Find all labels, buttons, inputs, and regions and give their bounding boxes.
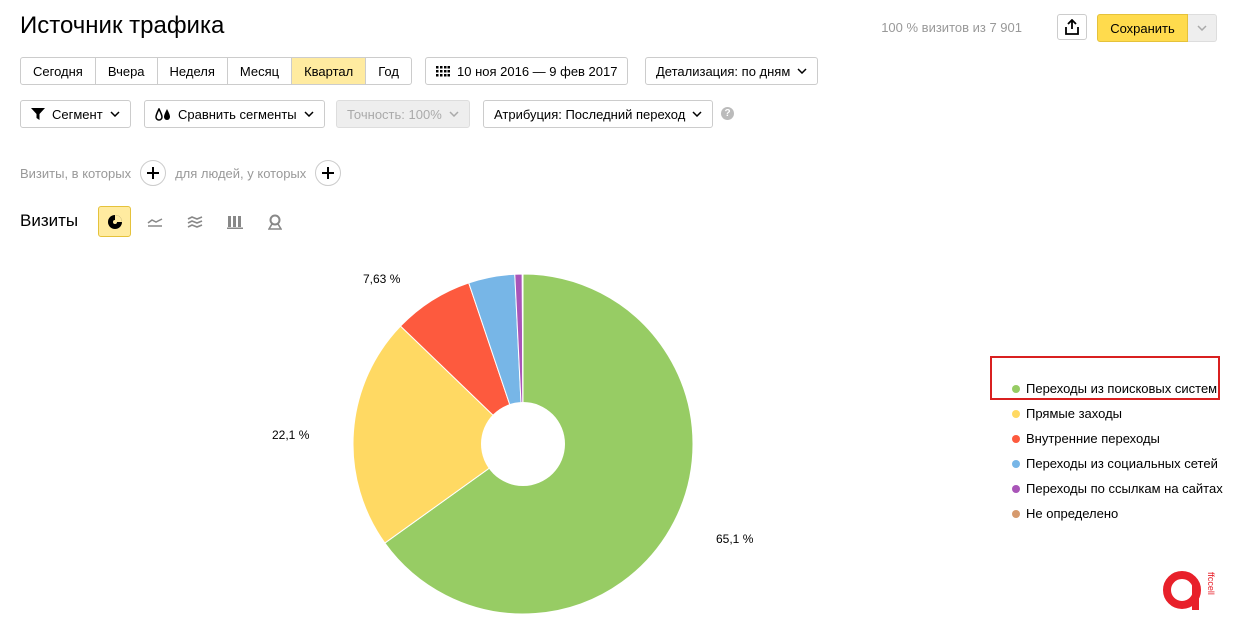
chevron-down-icon xyxy=(692,111,702,117)
visits-where-label: Визиты, в которых xyxy=(20,165,132,181)
pie-chart-icon xyxy=(107,214,122,229)
plus-icon xyxy=(322,167,335,179)
help-icon[interactable]: ? xyxy=(721,107,734,120)
line-chart-view-button[interactable] xyxy=(138,206,171,237)
detail-select[interactable]: Детализация: по дням xyxy=(645,57,819,85)
chevron-down-icon xyxy=(797,68,807,74)
export-button[interactable] xyxy=(1057,14,1087,40)
segment-button[interactable]: Сегмент xyxy=(20,100,131,128)
share-icon xyxy=(1065,19,1079,35)
filter-icon xyxy=(31,108,45,120)
chart-legend: Переходы из поисковых систем Прямые заход… xyxy=(1012,376,1223,526)
bar-chart-icon xyxy=(226,215,243,229)
attribution-select[interactable]: Атрибуция: Последний переход xyxy=(483,100,714,128)
legend-dot xyxy=(1012,459,1020,468)
chevron-down-icon xyxy=(1197,25,1207,31)
accuracy-label: Точность: 100% xyxy=(347,106,442,122)
legend-dot xyxy=(1012,484,1020,493)
data-label-internal: 7,63 % xyxy=(363,272,401,286)
date-range-label: 10 ноя 2016 — 9 фев 2017 xyxy=(457,63,618,79)
period-month[interactable]: Месяц xyxy=(228,58,293,84)
section-title: Визиты xyxy=(20,211,79,230)
svg-text:ffccell: ffccell xyxy=(1206,572,1216,595)
accuracy-select[interactable]: Точность: 100% xyxy=(336,100,470,128)
add-people-condition-button[interactable] xyxy=(315,160,342,186)
donut-hole xyxy=(481,402,565,486)
chevron-down-icon xyxy=(110,111,120,117)
chevron-down-icon xyxy=(304,111,314,117)
traffic-pie-chart xyxy=(352,273,694,615)
bar-chart-view-button[interactable] xyxy=(218,206,251,237)
period-selector: Сегодня Вчера Неделя Месяц Квартал Год xyxy=(20,57,412,85)
filter-row: Визиты, в которых для людей, у которых xyxy=(20,160,350,186)
legend-item[interactable]: Не определено xyxy=(1012,501,1223,526)
legend-highlight-box xyxy=(990,356,1220,400)
add-visit-condition-button[interactable] xyxy=(140,160,167,186)
area-chart-icon xyxy=(187,215,202,228)
legend-label: Внутренние переходы xyxy=(1026,431,1160,446)
plus-icon xyxy=(147,167,160,179)
data-label-direct: 22,1 % xyxy=(272,428,310,442)
legend-dot xyxy=(1012,509,1020,518)
legend-label: Переходы из поисковых систем xyxy=(1026,381,1218,396)
legend-item[interactable]: Переходы из социальных сетей xyxy=(1012,451,1223,476)
accell-logo: ffccell xyxy=(1163,571,1216,610)
period-week[interactable]: Неделя xyxy=(158,58,228,84)
calendar-icon xyxy=(436,66,450,77)
map-pin-icon xyxy=(267,214,282,230)
period-today[interactable]: Сегодня xyxy=(21,58,96,84)
line-chart-icon xyxy=(147,217,162,227)
legend-dot xyxy=(1012,384,1020,393)
legend-dot xyxy=(1012,434,1020,443)
pie-slice-1[interactable] xyxy=(352,325,524,544)
legend-label: Не определено xyxy=(1026,506,1119,521)
segment-label: Сегмент xyxy=(52,106,103,122)
legend-item[interactable]: Прямые заходы xyxy=(1012,401,1223,426)
chevron-down-icon xyxy=(449,111,459,117)
compare-segments-button[interactable]: Сравнить сегменты xyxy=(144,100,325,128)
legend-item[interactable]: Переходы из поисковых систем xyxy=(1012,376,1223,401)
pie-chart-view-button[interactable] xyxy=(98,206,131,237)
date-range-picker[interactable]: 10 ноя 2016 — 9 фев 2017 xyxy=(425,57,629,85)
pie-slice-5[interactable] xyxy=(521,273,524,445)
legend-item[interactable]: Переходы по ссылкам на сайтах xyxy=(1012,476,1223,501)
compare-label: Сравнить сегменты xyxy=(178,106,297,122)
map-view-button[interactable] xyxy=(258,206,291,237)
drops-icon xyxy=(155,107,170,121)
legend-item[interactable]: Внутренние переходы xyxy=(1012,426,1223,451)
period-quarter[interactable]: Квартал xyxy=(292,58,367,84)
visits-info: 100 % визитов из 7 901 xyxy=(881,20,1022,35)
attribution-label: Атрибуция: Последний переход xyxy=(494,106,686,122)
legend-label: Переходы из социальных сетей xyxy=(1026,456,1218,471)
data-label-search: 65,1 % xyxy=(716,532,754,546)
period-year[interactable]: Год xyxy=(378,63,399,79)
save-button[interactable]: Сохранить xyxy=(1097,14,1188,42)
period-yesterday[interactable]: Вчера xyxy=(96,58,158,84)
page-title: Источник трафика xyxy=(20,12,225,39)
legend-dot xyxy=(1012,409,1020,418)
area-chart-view-button[interactable] xyxy=(178,206,211,237)
people-where-label: для людей, у которых xyxy=(175,165,307,181)
save-options-button[interactable] xyxy=(1188,14,1217,42)
legend-label: Переходы по ссылкам на сайтах xyxy=(1026,481,1223,496)
legend-label: Прямые заходы xyxy=(1026,406,1123,421)
detail-label: Детализация: по дням xyxy=(656,63,791,79)
